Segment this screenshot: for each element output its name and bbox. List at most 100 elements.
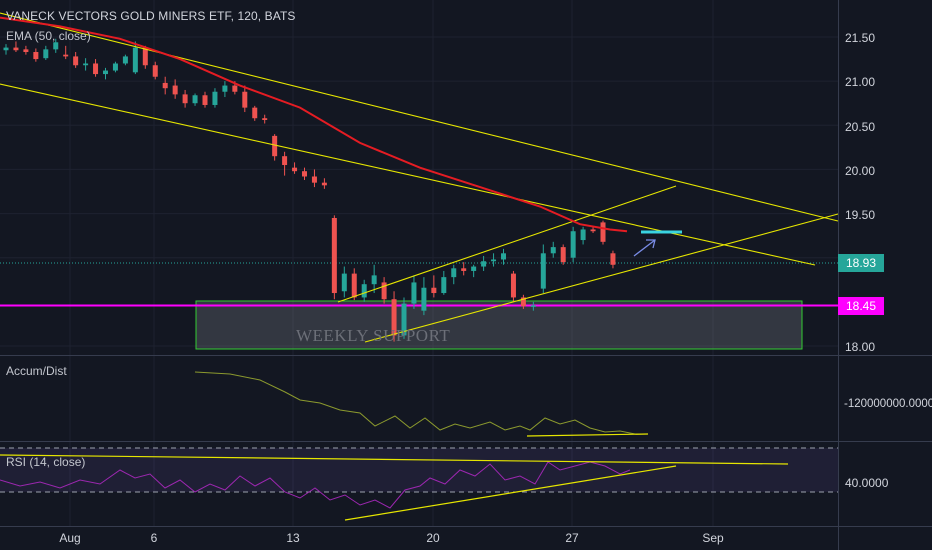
candle (112, 61, 118, 73)
candle-body (83, 63, 89, 66)
candle (431, 275, 437, 298)
price-tick: 21.50 (845, 31, 876, 45)
descending-trendline-lower (0, 83, 816, 266)
candle-body (302, 171, 307, 177)
candle (23, 45, 29, 55)
candle-body (3, 47, 9, 51)
candle (262, 114, 268, 124)
candle-body (570, 231, 576, 258)
candle-body (272, 135, 278, 157)
candle (182, 89, 188, 108)
candle (471, 264, 477, 278)
price-tick: 19.50 (845, 208, 876, 222)
price-tick: 18.00 (845, 340, 876, 354)
candle-body (162, 82, 168, 89)
candle-body (481, 261, 487, 267)
candle-body (401, 303, 407, 336)
candle-body (152, 65, 158, 77)
candle-body (252, 107, 258, 119)
rsi-legend[interactable]: RSI (14, close) (6, 455, 86, 469)
rsi-trendline-upper (0, 454, 789, 465)
candle-body (53, 42, 59, 50)
candle-body (73, 56, 79, 66)
candle (411, 275, 417, 309)
candle-body (282, 156, 288, 166)
candle (152, 61, 158, 80)
rsi-line (0, 461, 631, 509)
candle (192, 93, 198, 106)
price-tick: 21.00 (845, 75, 876, 89)
candle (292, 162, 298, 174)
candle (212, 88, 218, 108)
projection-arrow (633, 239, 656, 257)
candle (321, 178, 327, 189)
time-tick: 27 (565, 531, 579, 545)
time-tick: Aug (59, 531, 81, 545)
candle (361, 279, 367, 302)
rsi-trendline-rising (344, 465, 677, 521)
descending-trendline-upper (0, 12, 839, 222)
candle-body (43, 49, 49, 59)
candle-body (501, 253, 506, 260)
candle (491, 253, 497, 267)
candle (311, 169, 317, 188)
candle (122, 54, 128, 66)
price-tick: 20.50 (845, 120, 876, 134)
candle (371, 264, 377, 294)
candle (202, 91, 208, 108)
candle-body (441, 277, 447, 294)
rising-channel-upper (337, 185, 677, 303)
candle-body (550, 247, 556, 254)
candle-body (540, 253, 546, 289)
candle-body (421, 287, 427, 311)
candle (510, 270, 516, 302)
candle-body (351, 273, 357, 298)
candle-body (172, 85, 178, 95)
time-tick: Sep (702, 531, 724, 545)
candle-body (610, 253, 616, 265)
candle-body (103, 70, 108, 75)
rsi-band (0, 448, 838, 492)
candle (570, 226, 576, 263)
candle-body (242, 91, 248, 108)
candle (13, 41, 19, 53)
candle-body (93, 63, 99, 75)
candle-body (212, 91, 218, 105)
candle (351, 268, 357, 301)
trendlines (0, 12, 839, 343)
candle (501, 248, 506, 265)
candle-body (132, 47, 138, 73)
candle-body (590, 229, 596, 232)
candle-body (222, 85, 228, 92)
time-tick: 20 (426, 531, 440, 545)
candle (242, 85, 248, 113)
candle-body (331, 217, 337, 294)
candle (451, 264, 457, 285)
symbol-title[interactable]: VANECK VECTORS GOLD MINERS ETF, 120, BAT… (6, 9, 296, 23)
candle-body (580, 229, 586, 241)
candle-body (33, 52, 39, 60)
candle (391, 291, 397, 342)
pane-separator[interactable] (0, 355, 932, 356)
candle (550, 241, 556, 258)
candle (43, 45, 49, 60)
accum-dist-line (194, 371, 648, 435)
candle-body (431, 287, 437, 294)
candle-body (262, 118, 268, 120)
pane-separator[interactable] (0, 441, 932, 442)
candle (461, 262, 467, 276)
candle-body (192, 95, 198, 104)
accum-dist-legend[interactable]: Accum/Dist (6, 364, 67, 378)
candle-body (182, 94, 188, 104)
candle-body (292, 167, 298, 172)
ema-legend[interactable]: EMA (50, close) (6, 29, 91, 43)
candle (53, 38, 59, 53)
candle (381, 277, 387, 304)
candle (530, 301, 536, 311)
candle (600, 220, 606, 245)
time-axis-separator (0, 526, 932, 527)
candle (3, 44, 9, 55)
candle (142, 45, 148, 69)
